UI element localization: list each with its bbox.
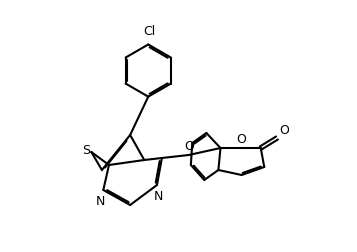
Text: S: S [82, 144, 90, 157]
Text: N: N [154, 190, 163, 203]
Text: O: O [184, 140, 194, 153]
Text: N: N [96, 195, 105, 208]
Text: O: O [237, 133, 247, 146]
Text: Cl: Cl [144, 25, 156, 38]
Text: O: O [280, 124, 290, 137]
